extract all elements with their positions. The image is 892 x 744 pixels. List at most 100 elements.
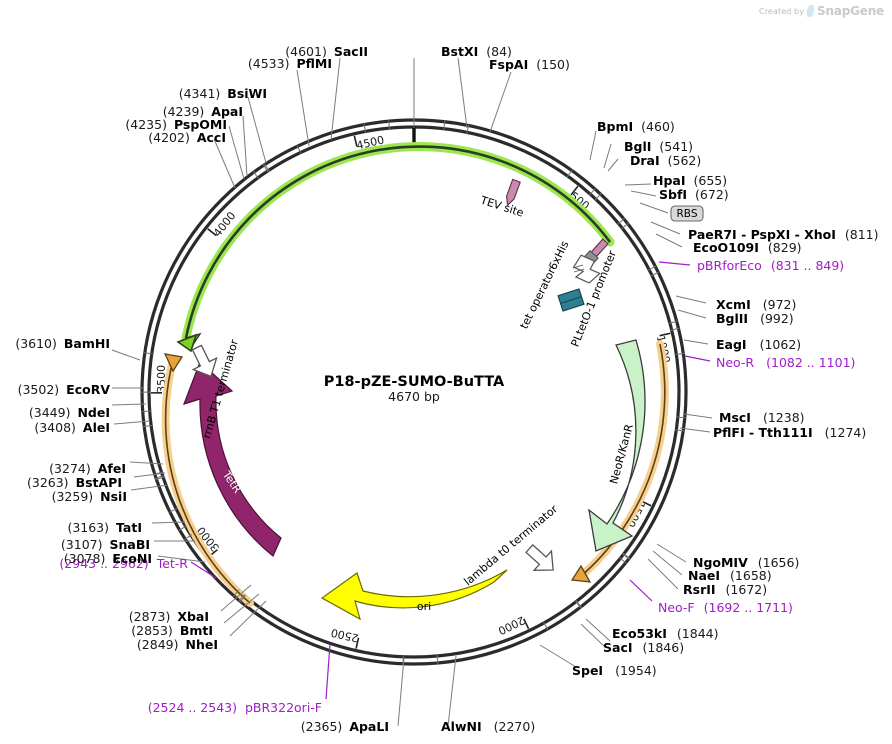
restriction-site-tick — [263, 163, 270, 172]
site-label[interactable]: (3263) BstAPI — [27, 475, 122, 490]
site-label[interactable]: (3502) EcoRV — [18, 382, 111, 397]
site-label[interactable]: (4601) SacII — [285, 44, 368, 59]
site-label[interactable]: BglI (541) — [624, 139, 693, 154]
site-label[interactable]: (3163) TatI — [67, 520, 142, 535]
restriction-site-tick — [575, 600, 582, 609]
restriction-site-tick — [670, 327, 680, 331]
ruler-tick — [523, 618, 530, 630]
restriction-site-tick — [675, 429, 685, 432]
site-label[interactable]: (2853) BmtI — [131, 623, 213, 638]
site-label[interactable]: pBRforEco (831 .. 849) — [697, 258, 844, 273]
site-label[interactable]: Neo-F (1692 .. 1711) — [658, 600, 793, 615]
site-label[interactable]: (4533) PflMI — [248, 56, 332, 71]
site-label[interactable]: MscI (1238) — [719, 410, 805, 425]
feature-rbs[interactable] — [670, 205, 704, 222]
orange-arc-neo — [570, 340, 669, 583]
feature-label-rbs: RBS — [677, 208, 698, 220]
restriction-site-tick — [676, 416, 686, 419]
site-label[interactable]: (3274) AfeI — [49, 461, 126, 476]
site-label[interactable]: EagI (1062) — [716, 337, 801, 352]
restriction-site-tick — [436, 654, 439, 665]
snapgene-watermark: Created by SnapGene — [759, 4, 884, 18]
feature-ori[interactable] — [320, 569, 508, 621]
site-label[interactable]: (2943 .. 2962) Tet-R — [59, 556, 188, 571]
restriction-site-tick — [168, 507, 178, 513]
site-label[interactable]: (4239) ApaI — [163, 104, 243, 119]
feature-label-ori: ori — [417, 600, 431, 613]
site-labels: (4601) SacII(4533) PflMI BstXI (84)FspAI (150… — [15, 44, 878, 734]
restriction-site-tick — [466, 124, 470, 134]
site-label[interactable]: (3449) NdeI — [29, 405, 110, 420]
site-label[interactable]: (4341) BsiWI — [179, 86, 267, 101]
site-label[interactable]: (4235) PspOMI — [125, 117, 227, 132]
restriction-site-tick — [622, 553, 630, 560]
site-label[interactable]: (2873) XbaI — [129, 609, 209, 624]
restriction-site-tick — [675, 352, 685, 356]
ruler-tick — [355, 637, 360, 649]
site-label[interactable]: NgoMIV (1656) — [693, 555, 799, 570]
site-label[interactable]: RsrII (1672) — [683, 582, 767, 597]
restriction-site-tick — [178, 525, 187, 531]
restriction-site-tick — [594, 193, 602, 201]
site-label[interactable]: PaeR7I - PspXI - XhoI (811) — [688, 227, 879, 242]
restriction-site-tick — [621, 222, 629, 230]
watermark-created-by: Created by — [759, 6, 805, 16]
restriction-site-tick — [575, 600, 582, 608]
feature-rrnb-t1-terminator[interactable] — [185, 342, 222, 382]
feature-label-tet-operator: tet operator — [518, 265, 559, 331]
feature-tet-operator[interactable] — [557, 288, 585, 312]
site-label[interactable]: AlwNI (2270) — [441, 719, 535, 734]
site-label[interactable]: BstXI (84) — [441, 44, 512, 59]
feature-lambda-t0-terminator[interactable] — [521, 539, 562, 580]
site-label[interactable]: (3078) EcoNI — [64, 551, 152, 566]
site-label[interactable]: (3259) NsiI — [52, 489, 127, 504]
feature-neor-kanr[interactable] — [588, 339, 646, 552]
site-label[interactable]: SacI (1846) — [603, 640, 684, 655]
site-label[interactable]: Eco53kI (1844) — [612, 626, 718, 641]
watermark-product: SnapGene — [817, 4, 884, 18]
ruler-tick — [659, 332, 671, 337]
restriction-site-tick — [443, 120, 446, 130]
restriction-site-tick — [388, 120, 391, 130]
site-label[interactable]: (3107) SnaBI — [61, 537, 150, 552]
site-label[interactable]: NaeI (1658) — [688, 568, 772, 583]
ruler-tick-label: 2500 — [330, 626, 360, 645]
site-label[interactable]: PflFI - Tth111I (1274) — [713, 425, 866, 440]
orange-arc-tet — [161, 353, 254, 607]
restriction-site-tick — [252, 171, 259, 179]
restriction-site-tick — [650, 271, 660, 277]
ruler-tick — [570, 185, 579, 196]
plasmid-size: 4670 bp — [388, 389, 440, 404]
site-label[interactable]: EcoO109I (829) — [693, 240, 802, 255]
restriction-site-tick — [239, 595, 247, 603]
restriction-site-tick — [232, 589, 240, 597]
site-label[interactable]: SbfI (672) — [659, 187, 729, 202]
feature-tetr[interactable] — [182, 360, 282, 557]
site-label[interactable]: HpaI (655) — [653, 173, 727, 188]
ruler-tick — [353, 135, 358, 147]
plasmid-name: P18-pZE-SUMO-BuTTA — [324, 374, 505, 390]
site-label[interactable]: BpmI (460) — [597, 119, 675, 134]
restriction-site-tick — [619, 557, 627, 564]
site-label[interactable]: XcmI (972) — [716, 297, 796, 312]
site-label[interactable]: DraI (562) — [630, 153, 701, 168]
leader-lines — [111, 57, 713, 727]
site-label[interactable]: (4202) AccI — [148, 130, 226, 145]
restriction-site-tick — [589, 187, 596, 196]
site-label[interactable]: BglII (992) — [716, 311, 794, 326]
site-label[interactable]: (2524 .. 2543) pBR322ori-F — [148, 700, 322, 715]
restriction-site-tick — [647, 265, 657, 271]
site-label[interactable]: FspAI (150) — [489, 57, 570, 72]
site-label[interactable]: Neo-R (1082 .. 1101) — [716, 355, 855, 370]
site-label[interactable]: (3610) BamHI — [15, 336, 110, 351]
site-label[interactable]: (2849) NheI — [137, 637, 218, 652]
restriction-site-tick — [184, 534, 193, 541]
site-label[interactable]: (2365) ApaLI — [301, 719, 389, 734]
restriction-site-tick — [154, 475, 164, 479]
feature-pltet01-promoter[interactable] — [568, 252, 603, 287]
site-label[interactable]: (3408) AleI — [34, 420, 110, 435]
restriction-site-tick — [668, 320, 678, 324]
restriction-site-tick — [363, 123, 367, 133]
feature-tev-site[interactable] — [504, 178, 521, 207]
site-label[interactable]: SpeI (1954) — [572, 663, 657, 678]
